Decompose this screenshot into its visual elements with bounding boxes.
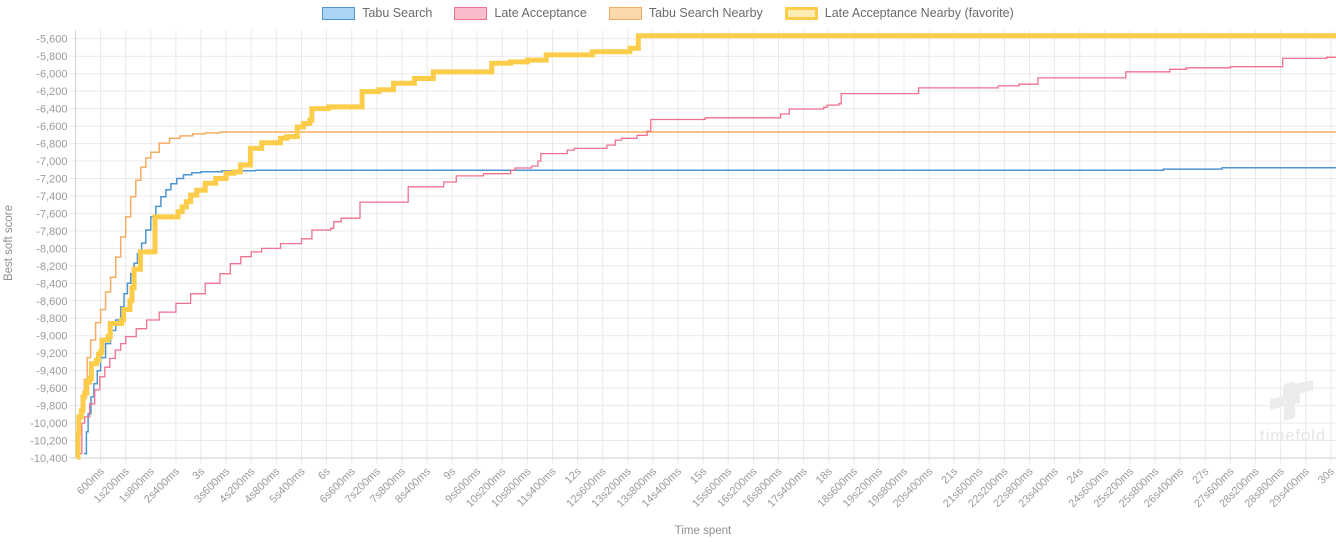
x-tick-label: 15s [688,465,709,486]
y-tick-label: -7,600 [36,208,67,220]
series-line-tabu-search-nearby [77,131,1336,454]
watermark: timefold [1260,380,1326,445]
legend-swatch-late-acceptance-nearby-favorite [784,6,818,20]
x-tick-label: 27s [1190,465,1211,486]
y-tick-label: -6,400 [36,104,67,116]
y-tick-label: -7,800 [36,226,67,238]
legend-item-tabu-search[interactable]: Tabu Search [322,6,432,20]
y-tick-label: -9,400 [36,366,67,378]
y-tick-label: -6,200 [36,86,67,98]
x-tick-label: 3s [190,465,207,482]
y-tick-label: -9,600 [36,383,67,395]
series-line-late-acceptance [79,56,1336,455]
y-tick-label: -9,200 [36,348,67,360]
series-line-late-acceptance-nearby-favorite [75,33,1336,460]
y-tick-label: -10,000 [30,418,67,430]
gridlines [69,30,1336,464]
legend-item-late-acceptance[interactable]: Late Acceptance [454,6,587,20]
y-tick-label: -7,400 [36,191,67,203]
legend-swatch-late-acceptance [454,6,488,20]
x-tick-label: 9s [442,465,459,482]
x-axis-title: Time spent [675,525,732,537]
y-tick-label: -6,800 [36,139,67,151]
y-tick-label: -7,200 [36,174,67,186]
legend-label: Tabu Search [362,6,433,20]
legend-swatch-tabu-search [322,6,356,20]
legend-item-late-acceptance-nearby-favorite[interactable]: Late Acceptance Nearby (favorite) [784,6,1014,20]
y-tick-label: -5,800 [36,51,67,63]
series-lines [75,33,1336,460]
y-tick-label: -8,400 [36,278,67,290]
y-tick-label: -8,600 [36,296,67,308]
y-tick-label: -6,600 [36,121,67,133]
x-tick-label: 18s [814,465,835,486]
y-tick-label: -9,800 [36,401,67,413]
chart-legend: Tabu Search Late Acceptance Tabu Search Ne… [0,6,1336,20]
y-tick-label: -7,000 [36,156,67,168]
legend-label: Late Acceptance Nearby (favorite) [824,6,1014,20]
x-tick-label: 24s [1065,465,1086,486]
y-axis-title: Best soft score [3,205,15,281]
y-tick-label: -8,800 [36,313,67,325]
legend-label: Tabu Search Nearby [648,6,763,20]
x-tick-label: 30s [1316,465,1336,486]
axis-lines [69,30,1336,459]
watermark-text: timefold [1260,426,1326,445]
legend-item-tabu-search-nearby[interactable]: Tabu Search Nearby [608,6,763,20]
y-tick-label: -6,000 [36,69,67,81]
series-line-tabu-search [83,166,1336,455]
y-tick-label: -10,200 [30,436,67,448]
x-tick-label: 21s [939,465,960,486]
y-tick-label: -5,600 [36,34,67,46]
x-tick-label: 12s [563,465,584,486]
legend-swatch-tabu-search-nearby [608,6,642,20]
legend-label: Late Acceptance [494,6,587,20]
y-tick-label: -8,200 [36,261,67,273]
x-tick-label: 6s [316,465,333,482]
y-tick-label: -9,000 [36,331,67,343]
y-axis-tick-labels: -5,600 -5,800 -6,000 -6,200 -6,400 -6,600 -6,8… [30,34,67,465]
y-tick-label: -8,000 [36,243,67,255]
y-tick-label: -10,400 [30,453,67,465]
timefold-logo-icon [1270,380,1313,421]
